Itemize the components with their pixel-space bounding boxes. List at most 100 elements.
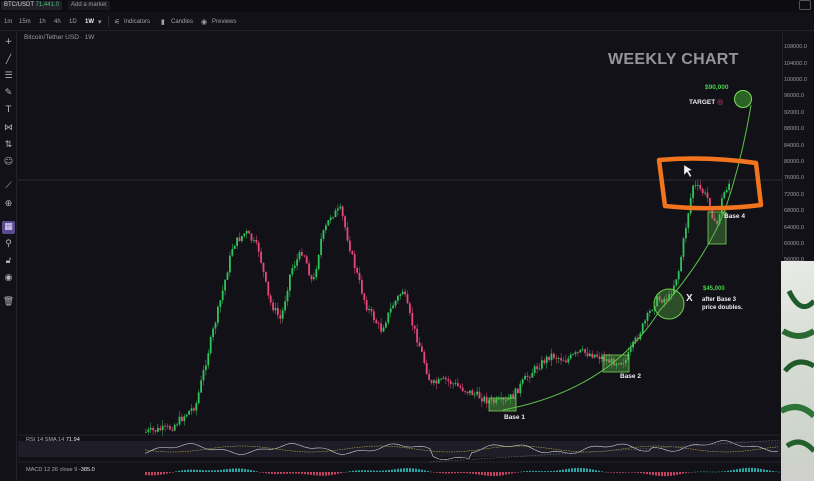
candle [634,337,637,342]
price-tick: 104000.0 [784,61,807,67]
base-1-label: Base 1 [504,414,525,421]
macd-bar [580,467,582,472]
candle [459,386,462,388]
candle [190,408,193,411]
candle [601,356,603,359]
macd-bar [526,471,528,472]
indicators-button[interactable]: Indicators [124,19,151,25]
candle [610,358,613,363]
candle [658,296,661,301]
candles-icon[interactable]: ▮ [161,18,165,26]
candle [457,383,459,387]
candle [505,399,507,401]
candle [255,239,258,243]
base-4-label: Base 4 [724,213,745,220]
macd-bar [661,472,663,477]
candle [214,322,217,329]
macd-bar [760,468,762,472]
macd-bar [316,472,318,476]
ruler-icon[interactable]: ⟋ [5,181,12,191]
chevron-down-icon[interactable]: ▾ [98,18,102,26]
fib-icon[interactable]: ▦ [2,221,15,234]
candle [461,387,464,392]
macd-bar [670,472,672,476]
macd-bar [379,470,381,472]
candle [521,379,524,384]
candle [512,394,514,398]
eye-icon[interactable]: ◉ [201,18,208,26]
candle [560,358,562,361]
candle [699,184,702,189]
macd-bar [568,468,570,472]
candle [253,239,255,241]
trend-line-icon[interactable]: ╱ [5,55,12,65]
candle [656,296,658,307]
macd-bar [172,472,174,473]
price-axis[interactable] [782,32,814,257]
timeframe-15m[interactable]: 15m [19,19,31,25]
indicators-icon[interactable]: ⚟ [114,18,121,26]
candle [404,291,406,295]
macd-bar [238,468,240,472]
webcam-overlay [781,261,814,481]
macd-bar [478,472,480,475]
eye-icon[interactable]: ◉ [4,273,13,283]
candle [562,360,565,362]
mid-price: $45,000 [703,286,725,292]
timeframe-1w[interactable]: 1W [85,19,94,25]
macd-bar [301,472,303,474]
timeframe-1h[interactable]: 1h [39,19,46,25]
timeframe-1d[interactable]: 1D [69,19,77,25]
candle [661,300,663,303]
macd-bar [502,472,504,476]
symbol-tab[interactable]: BTC/USDT 71,441.0 [1,1,62,10]
candle [567,358,570,363]
macd-bar [514,472,516,473]
lock-icon[interactable]: 🔓︎ [5,256,12,266]
macd-bar [556,470,558,472]
candle [217,306,219,323]
macd-bar [607,472,609,473]
macd-bar [211,470,213,472]
candle [603,356,606,361]
macd-bar [442,472,444,474]
timeframe-4h[interactable]: 4h [54,19,61,25]
macd-bar [679,472,681,475]
candles-button[interactable]: Candles [171,19,194,25]
macd-bar [355,470,357,472]
magnet-icon[interactable]: ⚲ [5,239,12,249]
candle [536,366,538,370]
emoji-icon[interactable]: ☺ [3,157,14,167]
candle [248,230,250,234]
brush-icon[interactable]: ✎ [4,88,13,98]
macd-bar [424,470,426,472]
pattern-icon[interactable]: ⋈ [4,123,13,133]
macd-bar [187,469,189,472]
price-tick: 100000.0 [784,77,807,83]
crosshair-icon[interactable]: + [4,37,13,47]
candle [298,252,301,260]
macd-histogram [145,467,780,477]
add-market-tab[interactable]: Add a market [68,1,110,10]
timeframe-1m[interactable]: 1m [4,19,13,25]
zoom-icon[interactable]: ⊕ [4,199,13,209]
previews-button[interactable]: Previews [212,19,237,25]
candle [649,310,651,313]
candle [387,312,390,323]
text-icon[interactable]: T [5,105,12,115]
candle [353,254,356,269]
candle [308,263,310,276]
macd-bar [178,470,180,472]
candle [665,298,668,301]
candle [327,220,330,226]
candle [385,322,387,328]
candle [541,360,543,369]
candle [483,396,486,402]
macd-bar [223,469,225,472]
trash-icon[interactable]: 🗑︎ [2,297,15,307]
horizontal-lines-icon[interactable]: ☰ [4,71,13,81]
measure-icon[interactable]: ⇅ [4,140,13,150]
macd-bar [610,472,612,473]
window-icon[interactable] [799,0,811,10]
